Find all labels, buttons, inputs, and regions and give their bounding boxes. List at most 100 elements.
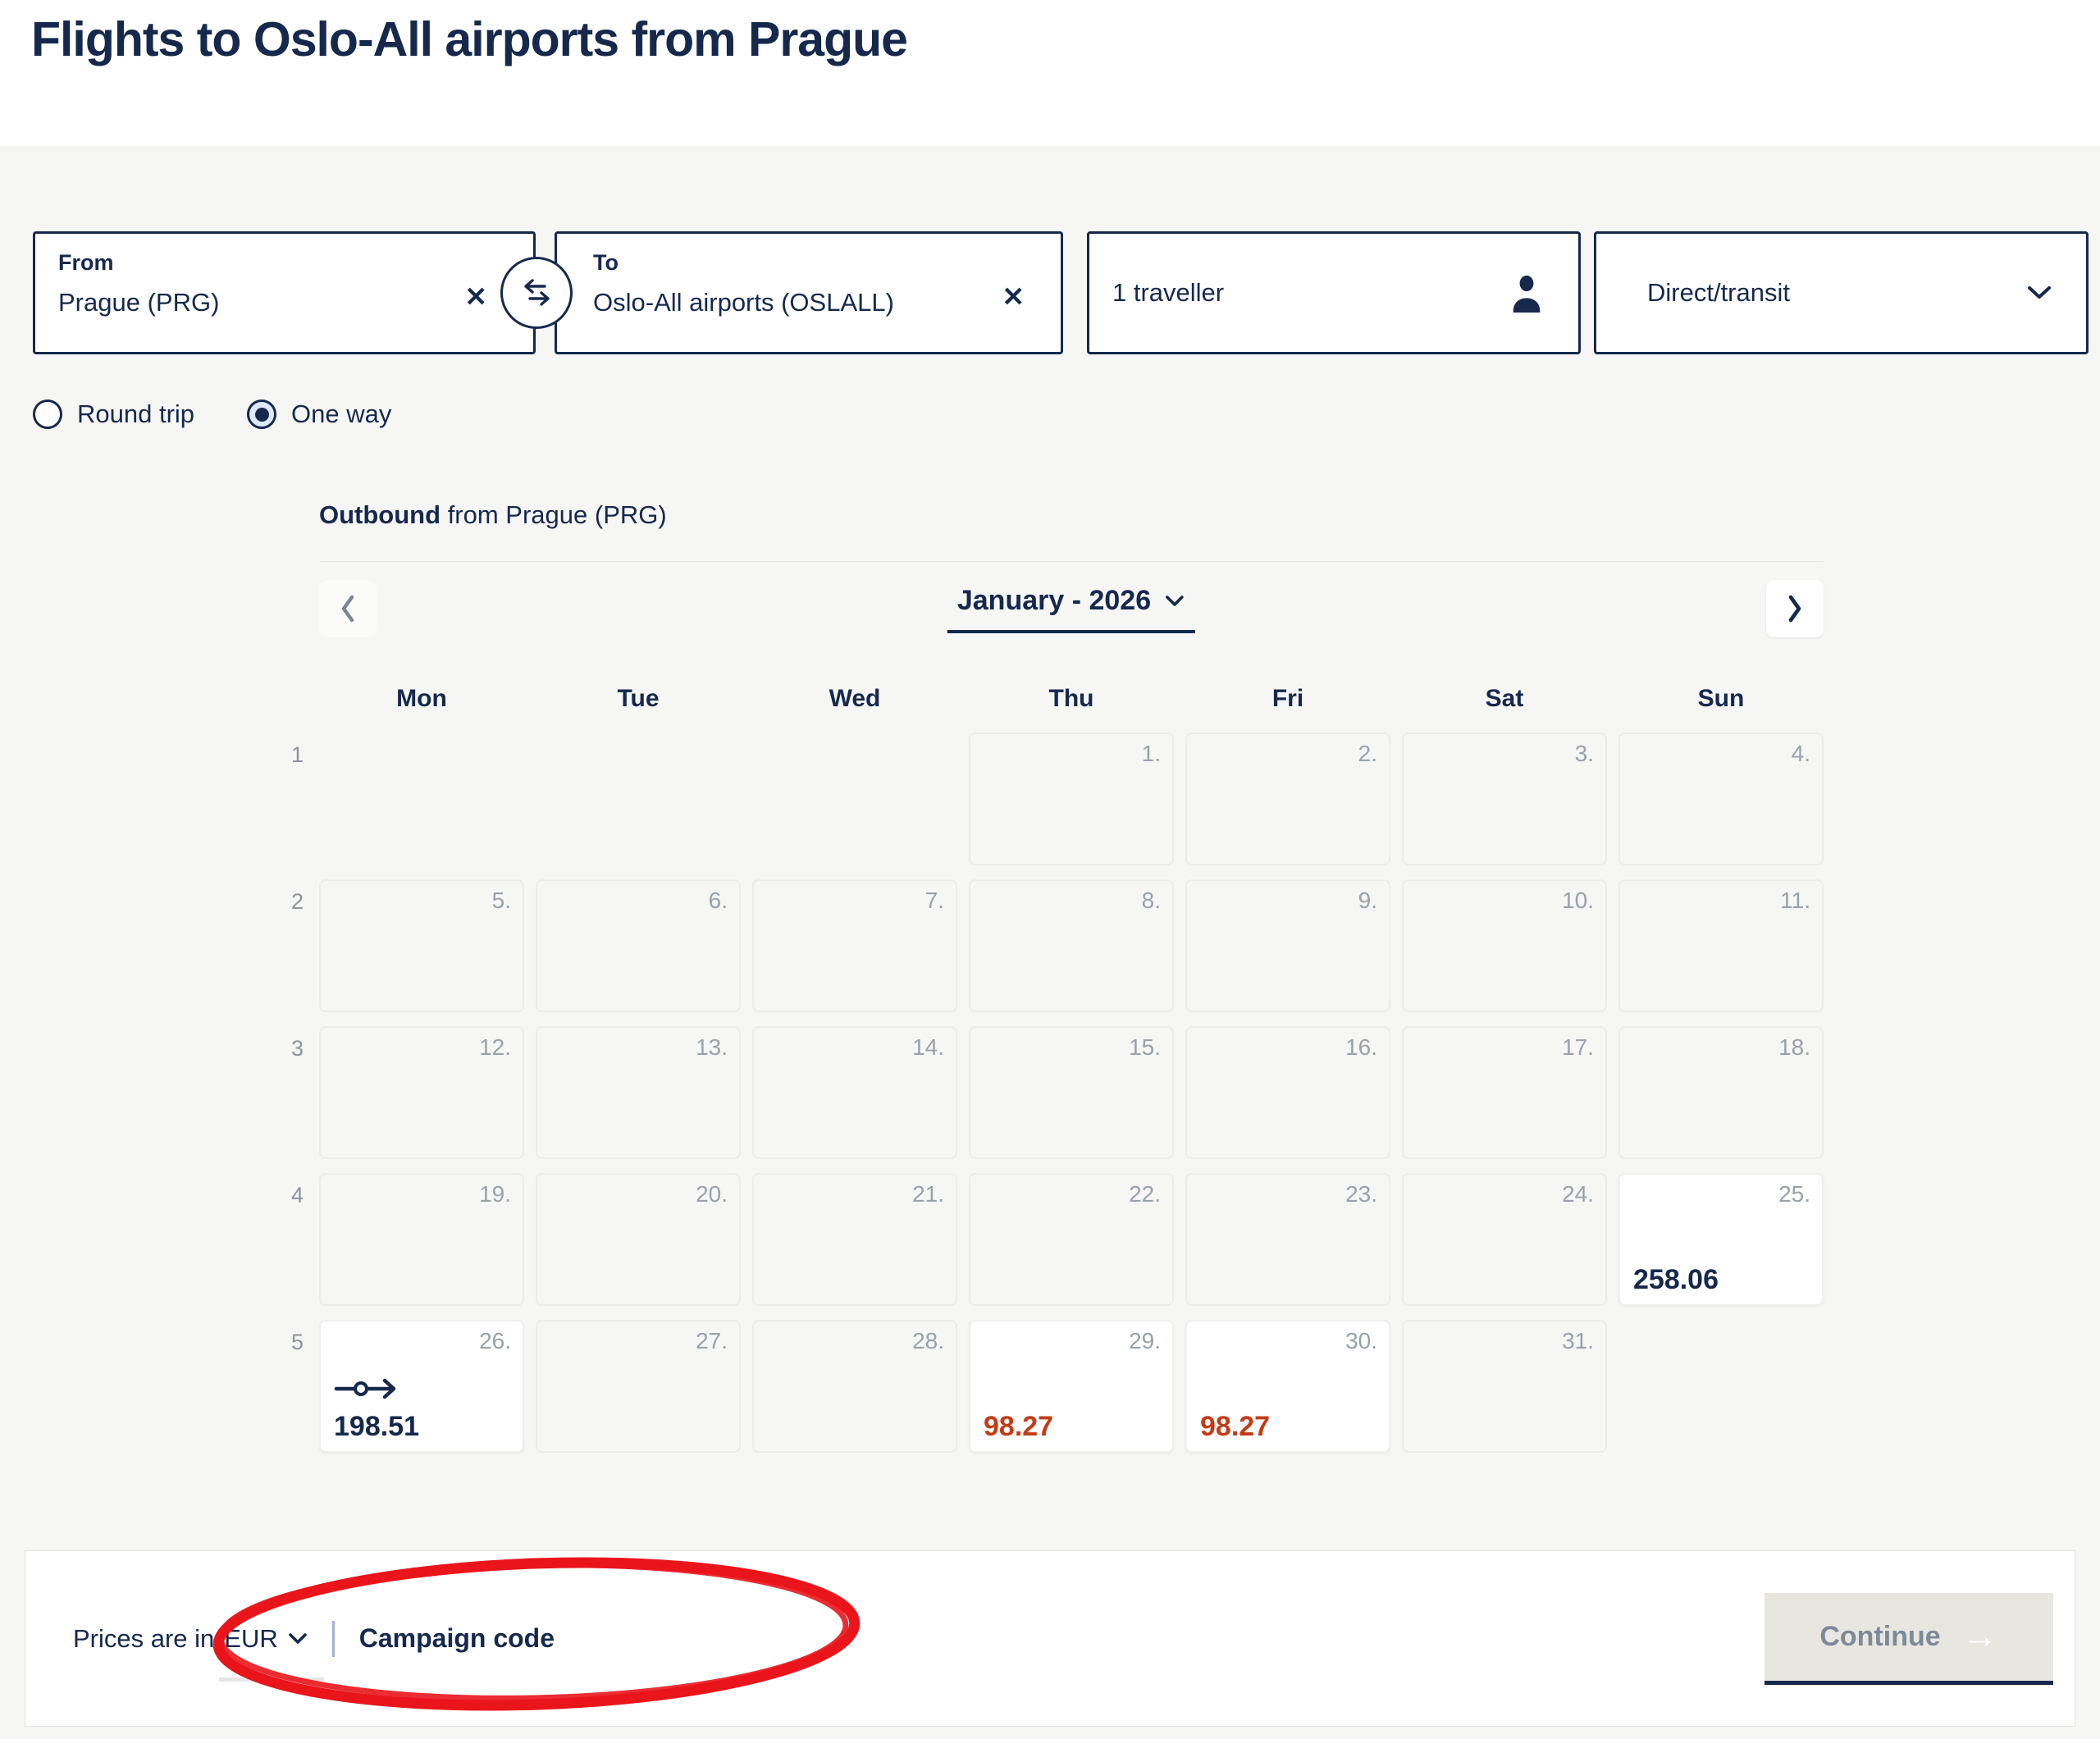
- to-clear-icon[interactable]: ✕: [1002, 281, 1025, 312]
- calendar-day-cell: 17.: [1402, 1026, 1607, 1159]
- month-label: January - 2026: [956, 585, 1152, 616]
- to-value: Oslo-All airports (OSLALL): [593, 288, 894, 317]
- calendar-day-cell: 16.: [1185, 1026, 1390, 1159]
- chevron-down-icon: [1166, 596, 1184, 606]
- from-label: From: [58, 250, 114, 275]
- calendar-day-cell: 3.: [1402, 733, 1607, 865]
- currency-dropdown[interactable]: EUR: [219, 1624, 325, 1682]
- day-number: 27.: [696, 1328, 728, 1353]
- day-number: 31.: [1562, 1328, 1594, 1353]
- to-field[interactable]: To Oslo-All airports (OSLALL) ✕: [555, 231, 1063, 354]
- day-number: 11.: [1780, 888, 1810, 913]
- swap-arrows-icon: [524, 279, 550, 306]
- price-label: 198.51: [334, 1411, 419, 1442]
- page-header: Flights to Oslo-All airports from Prague: [0, 0, 2100, 146]
- previous-month-button[interactable]: [319, 580, 377, 637]
- round-trip-label: Round trip: [77, 399, 195, 428]
- from-field[interactable]: From Prague (PRG) ✕: [33, 231, 536, 354]
- day-number: 29.: [1129, 1328, 1161, 1353]
- next-month-button[interactable]: [1766, 580, 1824, 637]
- calendar-day-cell: 13.: [536, 1026, 741, 1159]
- round-trip-radio-circle[interactable]: [33, 399, 62, 429]
- stops-filter-field[interactable]: Direct/transit: [1594, 231, 2089, 354]
- calendar-empty-cell: [752, 733, 957, 865]
- one-way-radio[interactable]: One way: [247, 399, 391, 429]
- arrow-right-icon: →: [1961, 1616, 1998, 1656]
- calendar-day-cell: 9.: [1185, 879, 1390, 1012]
- continue-label: Continue: [1819, 1620, 1941, 1652]
- day-number: 9.: [1358, 888, 1377, 913]
- day-number: 26.: [479, 1328, 511, 1353]
- calendar-day-cell[interactable]: 25. 258.06: [1618, 1173, 1824, 1306]
- day-number: 10.: [1562, 888, 1594, 913]
- campaign-code-link[interactable]: Campaign code: [358, 1623, 555, 1653]
- month-selector[interactable]: January - 2026: [947, 580, 1196, 633]
- week-number: 1: [291, 742, 304, 767]
- calendar-day-cell: 28.: [752, 1320, 957, 1453]
- calendar-empty-cell: [1618, 1320, 1824, 1453]
- day-number: 22.: [1129, 1181, 1161, 1207]
- calendar-day-cell[interactable]: 30. 98.27: [1185, 1320, 1390, 1453]
- price-label: 98.27: [984, 1411, 1054, 1442]
- day-number: 2.: [1358, 741, 1377, 766]
- swap-airports-button[interactable]: [500, 257, 573, 329]
- outbound-heading: Outbound from Prague (PRG): [319, 500, 1824, 530]
- continue-button[interactable]: Continue →: [1764, 1592, 2053, 1685]
- day-number: 20.: [696, 1181, 728, 1207]
- day-number: 17.: [1562, 1034, 1594, 1060]
- day-number: 30.: [1345, 1328, 1377, 1353]
- price-label: 98.27: [1200, 1411, 1271, 1442]
- calendar-week-row: 5 26. 198.51 27. 28. 29. 98.27 30. 98.27 31.: [291, 1320, 1824, 1453]
- calendar-day-cell: 4.: [1618, 733, 1824, 865]
- dow-thu: Thu: [1048, 685, 1094, 712]
- chevron-left-icon: [341, 595, 354, 623]
- day-number: 4.: [1791, 741, 1810, 766]
- calendar-day-cell: 19.: [319, 1173, 524, 1306]
- week-number: 3: [291, 1036, 304, 1061]
- calendar-week-row: 2 5. 6. 7. 8. 9. 10. 11.: [291, 879, 1824, 1012]
- week-number: 5: [291, 1330, 304, 1354]
- calendar-day-cell: 1.: [969, 733, 1174, 865]
- calendar-day-cell[interactable]: 29. 98.27: [969, 1320, 1174, 1453]
- calendar-day-cell: 20.: [536, 1173, 741, 1306]
- outbound-calendar: Outbound from Prague (PRG) January - 202…: [291, 500, 1824, 1453]
- transit-flight-icon: [334, 1378, 396, 1399]
- dow-sat: Sat: [1485, 685, 1524, 712]
- week-number: 2: [291, 889, 304, 914]
- travellers-value: 1 traveller: [1112, 278, 1225, 307]
- vertical-divider: [331, 1620, 335, 1657]
- week-number: 4: [291, 1183, 304, 1207]
- outbound-heading-bold: Outbound: [319, 500, 441, 529]
- one-way-radio-circle[interactable]: [247, 399, 277, 429]
- calendar-day-cell: 5.: [319, 879, 524, 1012]
- day-number: 15.: [1129, 1034, 1161, 1060]
- prices-currency-group: Prices are in EUR Campaign code: [73, 1620, 555, 1682]
- outbound-heading-rest: from Prague (PRG): [447, 500, 667, 529]
- day-number: 24.: [1562, 1181, 1594, 1207]
- dow-tue: Tue: [617, 685, 660, 712]
- calendar-day-cell: 2.: [1185, 733, 1390, 865]
- day-number: 5.: [491, 888, 511, 913]
- dow-fri: Fri: [1271, 685, 1304, 712]
- footer-bar: Prices are in EUR Campaign code Continue…: [25, 1550, 2075, 1727]
- from-clear-icon[interactable]: ✕: [464, 281, 487, 312]
- calendar-day-cell: 12.: [319, 1026, 524, 1159]
- traveller-person-icon: [1508, 272, 1545, 313]
- calendar-day-cell[interactable]: 26. 198.51: [319, 1320, 524, 1453]
- to-label: To: [593, 250, 619, 275]
- dow-mon: Mon: [396, 685, 447, 712]
- calendar-day-cell: 14.: [752, 1026, 957, 1159]
- day-number: 8.: [1141, 888, 1161, 913]
- round-trip-radio[interactable]: Round trip: [33, 399, 194, 429]
- stops-filter-value: Direct/transit: [1647, 278, 1790, 307]
- calendar-day-cell: 10.: [1402, 879, 1607, 1012]
- calendar-day-cell: 23.: [1185, 1173, 1390, 1306]
- day-number: 16.: [1345, 1034, 1377, 1060]
- calendar-day-cell: 8.: [969, 879, 1174, 1012]
- calendar-day-cell: 27.: [536, 1320, 741, 1453]
- day-number: 14.: [912, 1034, 944, 1060]
- chevron-right-icon: [1788, 595, 1801, 623]
- day-number: 7.: [924, 888, 944, 913]
- travellers-field[interactable]: 1 traveller: [1087, 231, 1581, 354]
